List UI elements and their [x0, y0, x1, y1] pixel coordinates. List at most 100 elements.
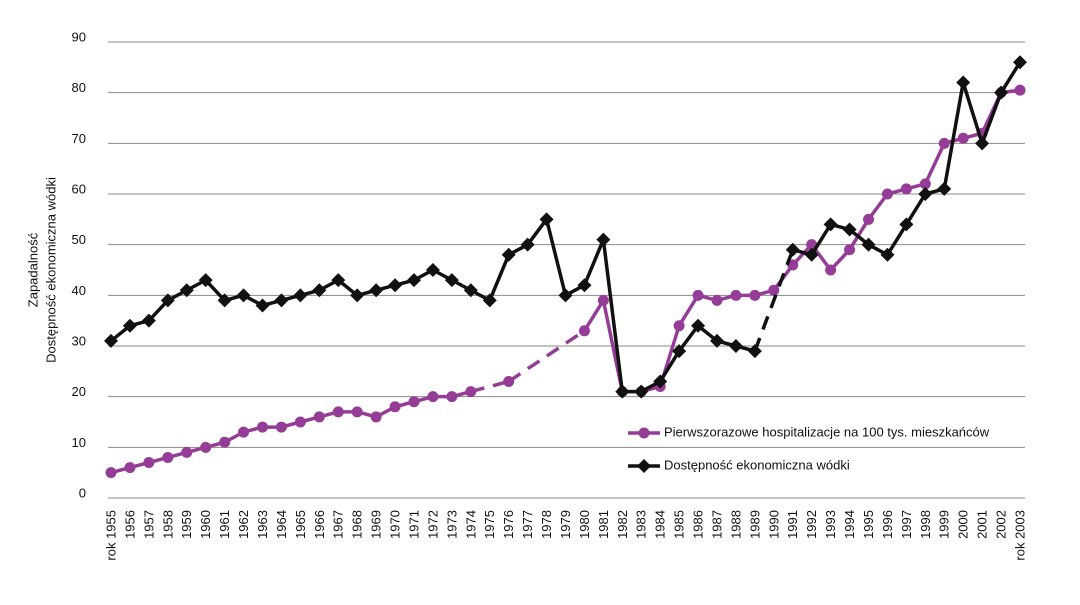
x-tick-label: 1976 [501, 510, 516, 539]
point [730, 289, 742, 301]
x-tick-label: rok 1955 [103, 510, 118, 561]
x-tick-label: 1992 [804, 510, 819, 539]
point [691, 318, 706, 333]
y-tick-label: 70 [72, 131, 86, 146]
point [122, 318, 137, 333]
point [918, 187, 933, 201]
point [673, 320, 685, 332]
point [162, 451, 174, 463]
point [236, 288, 251, 303]
point [105, 467, 117, 479]
x-tick-label: 1978 [539, 510, 554, 539]
y-axis-label: Dostępność ekonomiczna wódki [43, 177, 58, 363]
y-tick-label: 0 [79, 485, 86, 500]
point [181, 446, 193, 458]
x-tick-label: 1998 [918, 510, 933, 539]
x-tick-label: 1999 [937, 510, 952, 539]
point [804, 247, 819, 262]
point [427, 391, 439, 403]
point [389, 401, 401, 413]
point [407, 273, 421, 288]
point [255, 298, 270, 313]
point [179, 283, 194, 298]
x-tick-label: 1961 [217, 510, 232, 539]
x-tick-label: 1968 [350, 510, 365, 539]
x-tick-label: 1974 [463, 510, 478, 539]
point [520, 237, 535, 252]
point [615, 384, 630, 399]
x-tick-label: 1983 [634, 510, 649, 539]
y-tick-label: 80 [72, 80, 86, 95]
gap-line [470, 379, 510, 394]
point [900, 183, 912, 195]
legend-marker [637, 459, 651, 473]
x-tick-label: rok 2003 [1012, 510, 1027, 561]
point [274, 293, 289, 308]
y-tick-label: 60 [72, 181, 86, 196]
x-tick-label: 1956 [122, 510, 137, 539]
point [332, 406, 344, 418]
point [937, 181, 952, 196]
point [1013, 55, 1027, 70]
x-tick-label: 1959 [179, 510, 194, 539]
x-tick-label: 1975 [482, 510, 497, 539]
legend-marker [638, 427, 650, 439]
x-tick-label: 1990 [766, 510, 781, 539]
point [692, 289, 704, 301]
y-tick-label: 90 [72, 29, 86, 44]
x-tick-label: 1967 [331, 510, 346, 539]
x-tick-label: 1996 [880, 510, 895, 539]
x-tick-label: 1985 [672, 510, 687, 539]
point [351, 406, 363, 418]
point [503, 375, 515, 387]
x-tick-label: 1989 [747, 510, 762, 539]
point [577, 278, 592, 293]
point [293, 288, 308, 303]
point [558, 288, 573, 303]
point [446, 391, 458, 403]
y-tick-label: 50 [72, 232, 86, 247]
point [160, 293, 175, 308]
point [880, 247, 895, 262]
point [369, 283, 384, 298]
point [957, 132, 969, 144]
x-tick-label: 1963 [255, 510, 270, 539]
point [842, 222, 857, 237]
y-tick-label: 30 [72, 333, 86, 348]
x-tick-label: 1966 [312, 510, 327, 539]
point [463, 283, 478, 298]
point [938, 137, 950, 149]
point [312, 283, 327, 298]
point [104, 333, 118, 348]
x-tick-label: 1995 [861, 510, 876, 539]
x-tick-label: 1980 [577, 510, 592, 539]
point [919, 178, 931, 190]
x-tick-label: 1971 [406, 510, 421, 539]
point [331, 273, 346, 288]
point [408, 396, 420, 408]
point [825, 264, 837, 276]
point [294, 416, 306, 428]
point [785, 242, 800, 257]
point [956, 75, 971, 90]
y-tick-label: 10 [72, 435, 86, 450]
x-tick-label: 1981 [596, 510, 611, 539]
point [861, 237, 876, 252]
point [217, 293, 232, 308]
point [539, 212, 554, 227]
x-tick-label: 1991 [785, 510, 800, 539]
y-tick-label: 40 [72, 283, 86, 298]
x-tick-label: 1993 [823, 510, 838, 539]
point [143, 457, 155, 469]
point [275, 421, 287, 433]
x-tick-label: 1977 [520, 510, 535, 539]
legend-label: Dostępność ekonomiczna wódki [664, 457, 850, 472]
x-tick-label: 1986 [691, 510, 706, 539]
x-tick-label: 2001 [975, 510, 990, 539]
x-tick-label: 1972 [425, 510, 440, 539]
x-tick-label: 2000 [956, 510, 971, 539]
x-tick-label: 1987 [709, 510, 724, 539]
point [425, 263, 440, 277]
y-axis-label: Zapadalność [25, 232, 40, 307]
